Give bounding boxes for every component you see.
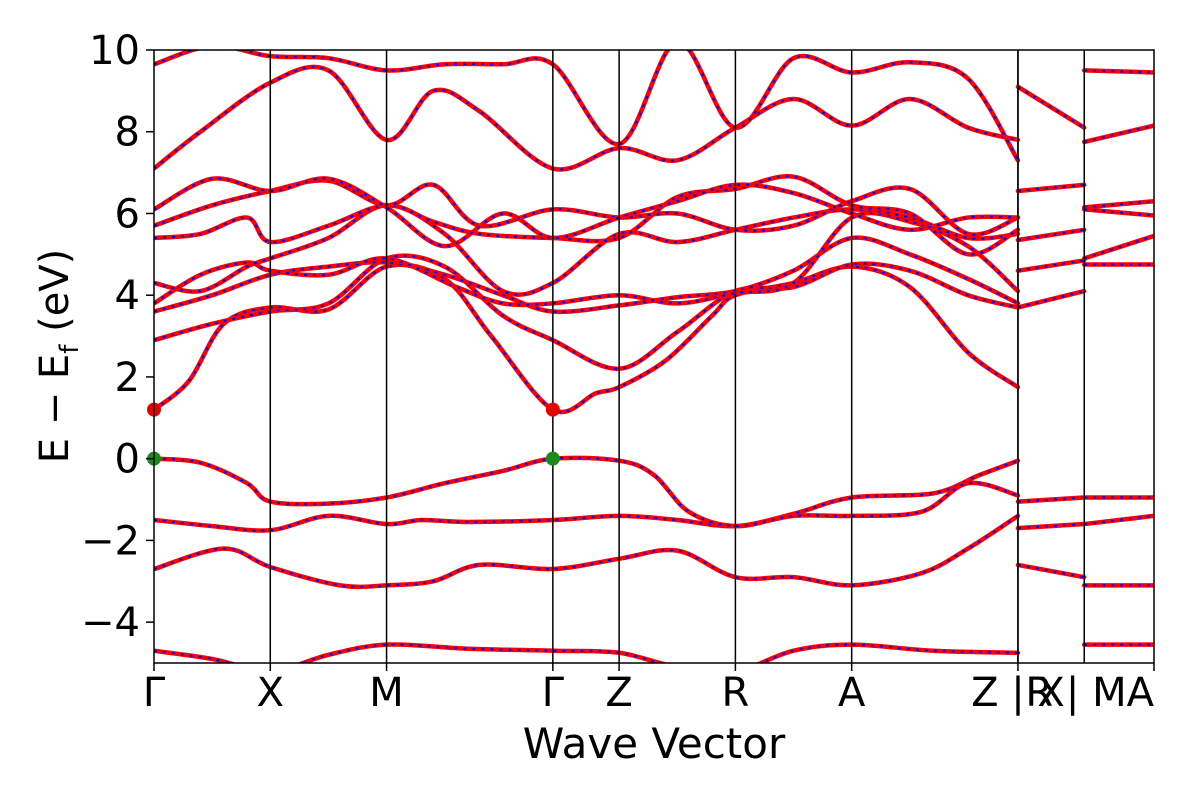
y-axis-label-unit: (eV) [32,249,78,345]
y-tick-label: −2 [81,518,140,564]
band-line-wannier-3 [154,456,1019,528]
vbm-marker-1 [545,451,560,466]
x-tick-label: R [721,670,749,716]
band-line-wannier-8 [154,204,1019,296]
band-line-wannier-22 [1084,69,1154,74]
band-line-wannier-12 [154,65,1019,171]
band-line-wannier-1 [154,514,1019,588]
band-line-wannier-24 [1084,200,1154,209]
y-tick-label: 4 [115,273,140,319]
y-axis-label-main: E − E [32,354,78,464]
y-axis: −4 −2 0 2 4 6 8 10 [81,28,154,646]
kpoint-lines [269,50,1085,663]
x-tick-label: R | MA [1025,670,1154,716]
band-line-wannier-6 [154,236,1019,313]
band-line-wannier-2 [154,459,1019,532]
x-tick-label: M [369,670,404,716]
y-tick-label: 6 [115,191,140,237]
band-line-wannier-20 [1017,522,1085,530]
x-tick-label: X [257,670,284,716]
band-line-wannier-17 [1017,259,1085,272]
band-line-wannier-15 [1017,183,1085,193]
x-tick-label: Γ [143,670,166,716]
y-tick-label: 2 [115,355,140,401]
band-line-wannier-14 [1017,85,1085,129]
band-line-wannier-19 [1017,496,1085,503]
y-axis-label-subscript: f [55,344,85,354]
y-tick-label: 8 [115,110,140,156]
y-axis-label: E − Ef (eV) [32,249,85,464]
y-tick-label: 10 [89,28,140,74]
x-tick-label: A [838,670,866,716]
band-line-wannier-11 [154,177,1018,248]
x-tick-label: Γ [542,670,565,716]
x-tick-label: Z | X [971,670,1065,716]
band-line-wannier-10 [154,179,1019,236]
band-line-wannier-29 [1084,514,1154,526]
y-tick-label: 0 [115,437,140,483]
band-line-wannier-16 [1017,228,1085,242]
band-line-wannier-26 [1083,234,1154,260]
band-line-wannier-21 [1017,563,1085,579]
bands-layer [154,50,1154,663]
band-line-wannier-23 [1083,124,1154,144]
band-line-wannier-5 [154,254,1019,370]
plot-frame [153,49,1155,664]
band-line-wannier-25 [1084,208,1154,217]
band-line-wannier-13 [154,50,1019,161]
x-axis-label: Wave Vector [523,719,786,768]
band-line-wannier-18 [1017,290,1085,309]
plot-background [154,50,1154,663]
y-tick-label: −4 [81,600,140,646]
x-tick-label: Z [605,670,632,716]
cbm-marker-1 [545,402,560,417]
band-line-wannier-9 [154,175,1019,256]
